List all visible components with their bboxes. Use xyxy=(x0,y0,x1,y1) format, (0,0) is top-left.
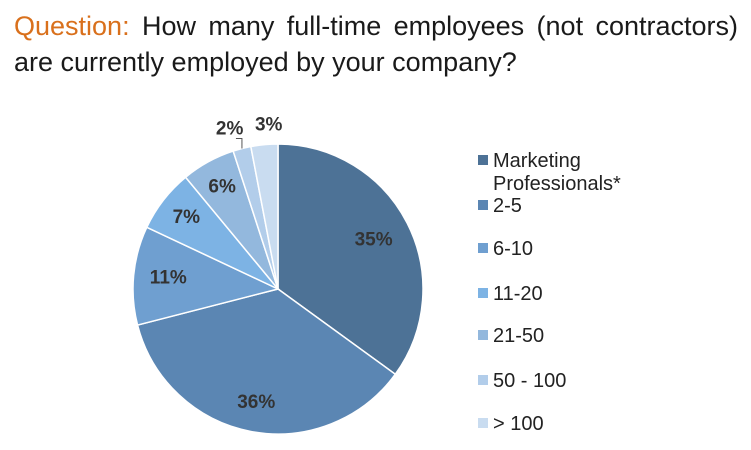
legend: Marketing Professionals*2-5 6-10 11-20 21-50… xyxy=(478,150,621,435)
slice-label-100: 3% xyxy=(255,114,283,135)
legend-swatch-2-5 xyxy=(478,200,488,210)
pie-slice-2-5 xyxy=(136,288,397,435)
legend-label-6-10: 6-10 xyxy=(493,238,533,260)
legend-label-2-5: 2-5 xyxy=(493,195,522,217)
slice-label-50-100: 2% xyxy=(216,119,244,140)
slice-label-11-20: 7% xyxy=(173,207,201,228)
slice-labels: 35% 36% 11% 7% 6% 2% 3% xyxy=(150,114,393,413)
slice-label-marketing-professionals: 35% xyxy=(355,229,393,250)
leader-line-50-100 xyxy=(235,138,243,149)
slice-label-21-50: 6% xyxy=(208,176,236,197)
legend-label-50-100: 50 - 100 xyxy=(493,370,566,392)
pie-slice-6-10 xyxy=(132,226,281,326)
legend-swatch-21-50 xyxy=(478,330,488,340)
legend-swatch-100 xyxy=(478,418,488,428)
pie-slice-100 xyxy=(249,143,279,290)
legend-swatch-50-100 xyxy=(478,375,488,385)
slice-label-2-5: 36% xyxy=(237,392,275,413)
pie-slices xyxy=(132,143,424,435)
slice-label-6-10: 11% xyxy=(150,268,187,289)
legend-swatch-6-10 xyxy=(478,243,488,253)
legend-label-100: > 100 xyxy=(493,413,544,435)
legend-label-marketing-professionals: Marketing Professionals* xyxy=(493,150,621,195)
legend-swatch-marketing-professionals xyxy=(478,155,488,165)
question-body: How many full-time employees (not contra… xyxy=(14,11,738,77)
legend-label-11-20: 11-20 xyxy=(493,283,543,305)
question-text: Question: How many full-time employees (… xyxy=(14,8,738,80)
legend-swatch-11-20 xyxy=(478,288,488,298)
pie-slice-marketing-professionals xyxy=(277,143,424,376)
question-label: Question: xyxy=(14,11,130,41)
legend-label-21-50: 21-50 xyxy=(493,325,544,347)
